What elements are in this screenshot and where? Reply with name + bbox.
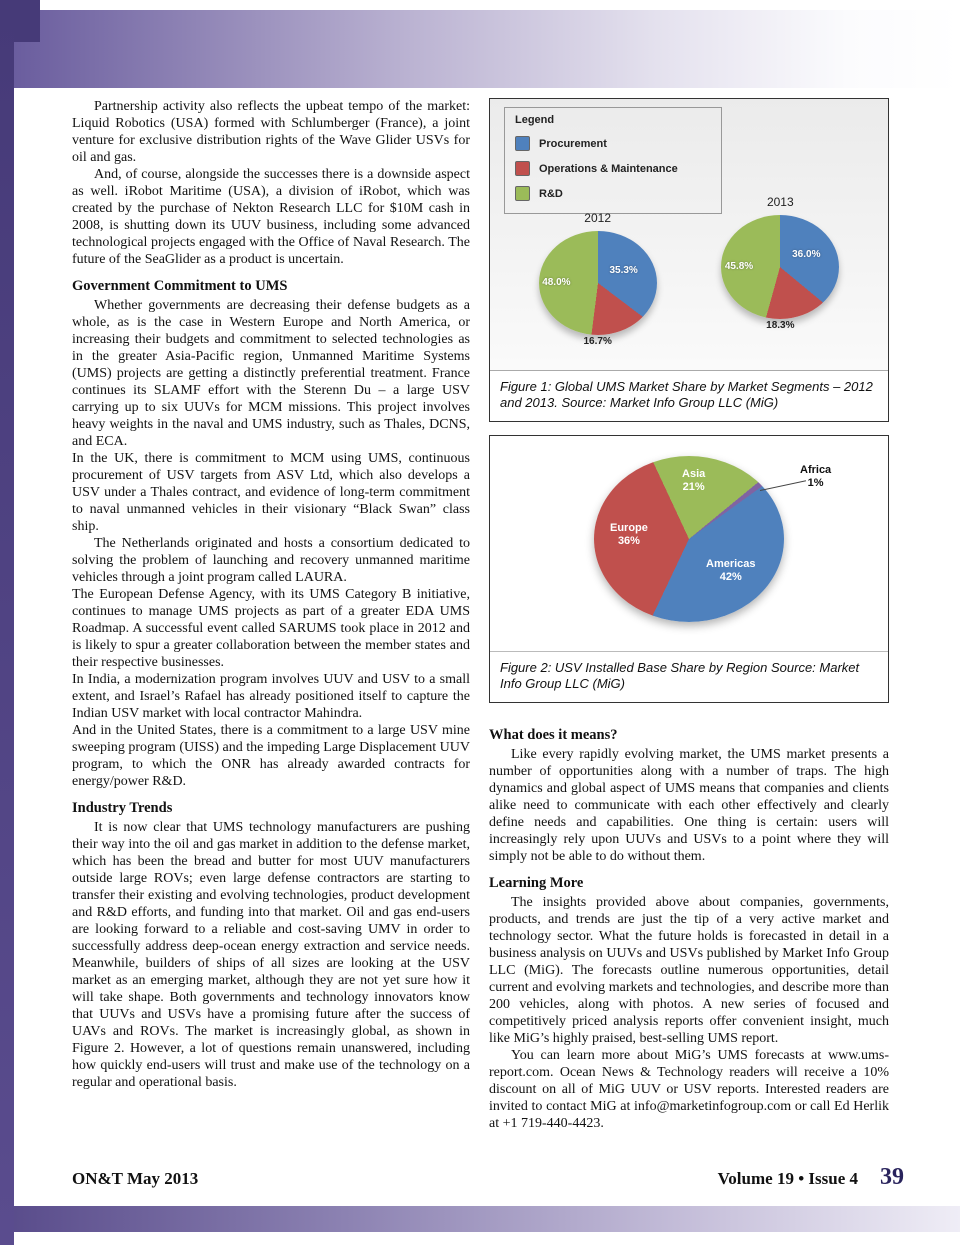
legend-title: Legend [515, 114, 555, 126]
pie-label-americas: Americas 42% [706, 558, 756, 584]
paragraph-eda: The European Defense Agency, with its UM… [72, 587, 470, 670]
pies-row: 2012 35.3% 16.7% 48.0% 2013 36.0% 18.3% … [490, 195, 888, 347]
paragraph-us: And in the United States, there is a com… [72, 723, 470, 789]
figure-2-chart-area: Asia 21% Africa 1% Europe 36% Americas [490, 436, 888, 652]
region-pie [594, 456, 784, 622]
europe-name: Europe [610, 522, 648, 534]
paragraph-uk: In the UK, there is commitment to MCM us… [72, 451, 470, 534]
europe-percent: 36% [617, 535, 640, 547]
legend-label: R&D [539, 187, 563, 200]
pie-chart-2013: 36.0% 18.3% 45.8% [721, 215, 840, 331]
figure-1: Legend Procurement Operations & Maintena… [489, 98, 889, 422]
pie-2013-group: 2013 36.0% 18.3% 45.8% [705, 195, 855, 335]
africa-name: Africa [800, 464, 832, 476]
pie-2012-procurement-value: 35.3% [609, 265, 638, 277]
left-column: Partnership activity also reflects the u… [72, 98, 470, 1091]
pie-2012-group: 2012 35.3% 16.7% 48.0% [523, 211, 673, 347]
pie-2012-year-label: 2012 [584, 211, 611, 225]
paragraph-india: In India, a modernization program involv… [72, 672, 470, 721]
heading-what-does-it-means: What does it means? [489, 727, 618, 743]
figure-1-caption: Figure 1: Global UMS Market Share by Mar… [500, 379, 873, 410]
heading-industry-trends: Industry Trends [72, 800, 173, 816]
rd-swatch-icon [515, 186, 530, 201]
legend-item-operations: Operations & Maintenance [515, 161, 711, 176]
americas-name: Americas [706, 558, 756, 570]
pie-2013-year-label: 2013 [766, 195, 794, 209]
region-pie-group: Asia 21% Africa 1% Europe 36% Americas [594, 456, 831, 622]
footer-issue-date: ON&T May 2013 [72, 1169, 199, 1188]
paragraph-downside: And, of course, alongside the successes … [72, 167, 470, 267]
figure-2: Asia 21% Africa 1% Europe 36% Americas [489, 435, 889, 703]
figure-2-caption: Figure 2: USV Installed Base Share by Re… [500, 660, 860, 691]
pie-2012-operations-value: 16.7% [583, 336, 612, 348]
pie-2013-operations-value: 18.3% [766, 320, 795, 332]
africa-percent: 1% [807, 477, 824, 489]
americas-percent: 42% [719, 571, 742, 583]
footer-page-number: 39 [880, 1164, 904, 1190]
left-edge-decoration [0, 0, 14, 1245]
pie-label-europe: Europe 36% [610, 522, 648, 548]
legend-item-procurement: Procurement [515, 136, 711, 151]
paragraph-netherlands: The Netherlands originated and hosts a c… [72, 536, 470, 585]
pie-label-africa: Africa 1% [800, 464, 831, 490]
legend-label: Procurement [539, 137, 607, 150]
paragraph-whether: Whether governments are decreasing their… [72, 298, 470, 449]
footer-right-group: Volume 19 • Issue 4 39 [718, 1164, 904, 1191]
heading-learning-more: Learning More [489, 875, 584, 891]
footer-volume-issue: Volume 19 • Issue 4 [717, 1169, 858, 1188]
legend-label: Operations & Maintenance [539, 162, 678, 175]
legend-item-rd: R&D [515, 186, 711, 201]
paragraph-trends: It is now clear that UMS technology manu… [72, 820, 470, 1090]
procurement-swatch-icon [515, 136, 530, 151]
paragraph-means: Like every rapidly evolving market, the … [489, 747, 889, 864]
paragraph-learning-2: You can learn more about MiG’s UMS forec… [489, 1048, 889, 1131]
pie-2013-rd-value: 45.8% [724, 260, 754, 272]
asia-name: Asia [682, 468, 706, 480]
top-banner-decoration [14, 10, 960, 88]
page-footer: ON&T May 2013 Volume 19 • Issue 4 39 [72, 1164, 904, 1191]
pie-label-asia: Asia 21% [682, 468, 705, 494]
heading-government-commitment: Government Commitment to UMS [72, 278, 288, 294]
figure-1-chart-area: Legend Procurement Operations & Maintena… [490, 99, 888, 371]
right-column-text: What does it means? Like every rapidly e… [489, 727, 889, 1132]
operations-swatch-icon [515, 161, 530, 176]
bottom-banner-decoration [14, 1206, 960, 1232]
paragraph-partnership: Partnership activity also reflects the u… [72, 99, 470, 165]
pie-2012-rd-value: 48.0% [542, 276, 571, 288]
asia-percent: 21% [682, 481, 705, 493]
chart-legend: Legend Procurement Operations & Maintena… [504, 107, 722, 214]
pie-2013-procurement-value: 36.0% [792, 249, 821, 261]
pie-chart-2012: 35.3% 16.7% 48.0% [538, 231, 657, 347]
paragraph-learning-1: The insights provided above about compan… [489, 895, 889, 1046]
right-column: Legend Procurement Operations & Maintena… [489, 98, 889, 1132]
